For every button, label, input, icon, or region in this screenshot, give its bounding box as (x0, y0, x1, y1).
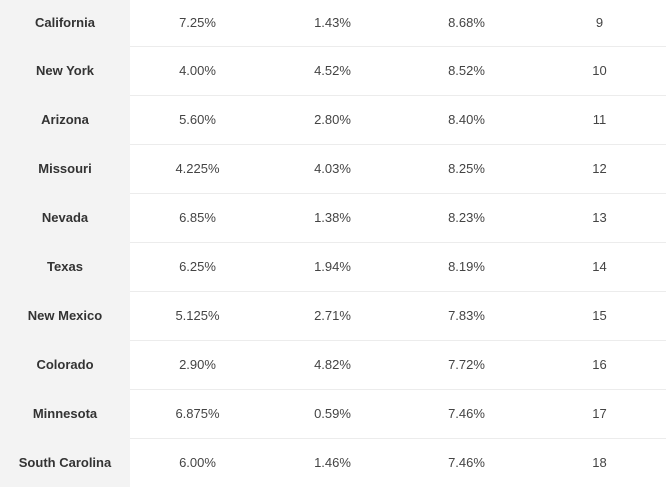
rank-cell: 18 (592, 455, 607, 471)
state-rate-cell: 7.25% (130, 0, 265, 47)
combined-rate-cell: 7.72% (400, 340, 533, 390)
combined-rate-cell: 8.25% (400, 144, 533, 194)
combined-rate-cell: 8.19% (400, 242, 533, 292)
combined-rate-cell: 8.68% (400, 0, 533, 47)
rank-cell: 13 (533, 193, 666, 243)
local-rate-cell: 2.71% (265, 291, 400, 341)
table-row: Minnesota 6.875% 0.59% 7.46% 17 (0, 389, 666, 439)
local-rate-cell: 4.82% (265, 340, 400, 390)
combined-rate-cell: 7.46% (448, 455, 485, 471)
rank-cell: 14 (533, 242, 666, 292)
table-row: California 7.25% 1.43% 8.68% 9 (0, 0, 666, 47)
table-row: South Carolina 6.00% 1.46% 7.46% 18 (0, 438, 666, 487)
rank-cell: 11 (533, 95, 666, 145)
state-rate-cell: 5.60% (130, 95, 265, 145)
state-rate-cell: 4.225% (130, 144, 265, 194)
state-name-cell: Colorado (0, 340, 130, 390)
rank-cell: 12 (533, 144, 666, 194)
state-name-cell: Arizona (0, 95, 130, 145)
state-name-cell: South Carolina (0, 438, 130, 487)
state-rate-cell: 6.875% (130, 389, 265, 439)
rank-cell: 17 (533, 389, 666, 439)
rank-cell: 9 (533, 0, 666, 47)
state-rate-cell: 6.25% (130, 242, 265, 292)
state-name-cell: California (0, 0, 130, 47)
state-name-cell: New York (0, 46, 130, 96)
table-row: Nevada 6.85% 1.38% 8.23% 13 (0, 193, 666, 243)
rank-cell: 10 (533, 46, 666, 96)
state-rate-cell: 4.00% (130, 46, 265, 96)
state-name-cell: Missouri (0, 144, 130, 194)
table-row: Texas 6.25% 1.94% 8.19% 14 (0, 242, 666, 292)
rank-cell: 15 (533, 291, 666, 341)
state-rate-cell: 2.90% (130, 340, 265, 390)
table-row: Missouri 4.225% 4.03% 8.25% 12 (0, 144, 666, 194)
table-row: Colorado 2.90% 4.82% 7.72% 16 (0, 340, 666, 390)
sales-tax-table: California 7.25% 1.43% 8.68% 9 New York … (0, 0, 666, 487)
local-rate-cell: 1.46% (314, 455, 351, 471)
local-rate-cell: 1.43% (265, 0, 400, 47)
local-rate-cell: 1.38% (265, 193, 400, 243)
state-name-cell: New Mexico (0, 291, 130, 341)
local-rate-cell: 1.94% (265, 242, 400, 292)
combined-rate-cell: 8.40% (400, 95, 533, 145)
rank-cell: 16 (533, 340, 666, 390)
state-name-cell: Texas (0, 242, 130, 292)
local-rate-cell: 0.59% (265, 389, 400, 439)
table-body: California 7.25% 1.43% 8.68% 9 New York … (0, 0, 666, 487)
state-rate-cell: 6.85% (130, 193, 265, 243)
state-rate-cell: 5.125% (130, 291, 265, 341)
combined-rate-cell: 7.83% (400, 291, 533, 341)
combined-rate-cell: 8.52% (400, 46, 533, 96)
state-rate-cell: 6.00% (179, 455, 216, 471)
table-row: Arizona 5.60% 2.80% 8.40% 11 (0, 95, 666, 145)
table-row: New Mexico 5.125% 2.71% 7.83% 15 (0, 291, 666, 341)
combined-rate-cell: 8.23% (400, 193, 533, 243)
local-rate-cell: 4.03% (265, 144, 400, 194)
table-row: New York 4.00% 4.52% 8.52% 10 (0, 46, 666, 96)
state-name-cell: Nevada (0, 193, 130, 243)
local-rate-cell: 2.80% (265, 95, 400, 145)
combined-rate-cell: 7.46% (400, 389, 533, 439)
state-name-cell: Minnesota (0, 389, 130, 439)
local-rate-cell: 4.52% (265, 46, 400, 96)
